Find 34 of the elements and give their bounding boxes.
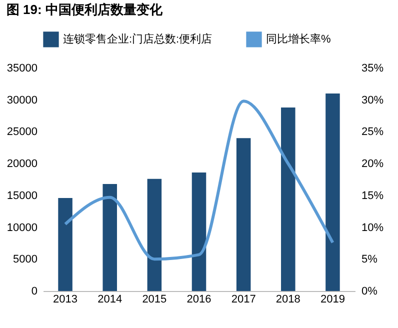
x-tick-label: 2015 (142, 294, 167, 306)
y2-tick-label: 0% (362, 286, 378, 298)
y2-tick-label: 15% (362, 190, 384, 202)
y-tick-label: 30000 (6, 94, 38, 106)
y2-tick-label: 10% (362, 222, 384, 234)
y-tick-label: 35000 (6, 62, 38, 74)
y-tick-label: 5000 (13, 254, 38, 266)
x-tick-label: 2016 (186, 294, 212, 306)
bar (147, 178, 162, 291)
x-tick-label: 2018 (276, 294, 300, 306)
y-tick-label: 0 (31, 286, 38, 298)
y2-tick-label: 35% (362, 62, 384, 74)
bar (236, 138, 251, 291)
y2-tick-label: 20% (362, 158, 384, 170)
y2-tick-label: 25% (362, 126, 384, 138)
legend-label: 同比增长率% (266, 32, 331, 46)
bar (102, 184, 117, 291)
chart-title: 图 19: 中国便利店数量变化 (6, 2, 164, 17)
y-tick-label: 10000 (6, 222, 38, 234)
line-series (64, 100, 334, 261)
x-tick-label: 2019 (320, 294, 345, 306)
x-tick-label: 2013 (53, 294, 78, 306)
bar (192, 172, 206, 291)
x-tick-label: 2014 (98, 294, 122, 306)
x-tick-label: 2017 (231, 294, 256, 306)
bar (281, 108, 296, 291)
bar (326, 93, 340, 291)
y2-tick-label: 30% (362, 94, 384, 106)
y-tick-label: 15000 (6, 190, 38, 202)
y-tick-label: 20000 (6, 158, 38, 170)
bar (58, 198, 72, 291)
y-tick-label: 25000 (6, 126, 38, 138)
legend-label: 连锁零售企业:门店总数:便利店 (63, 32, 212, 46)
y2-tick-label: 5% (362, 254, 378, 266)
